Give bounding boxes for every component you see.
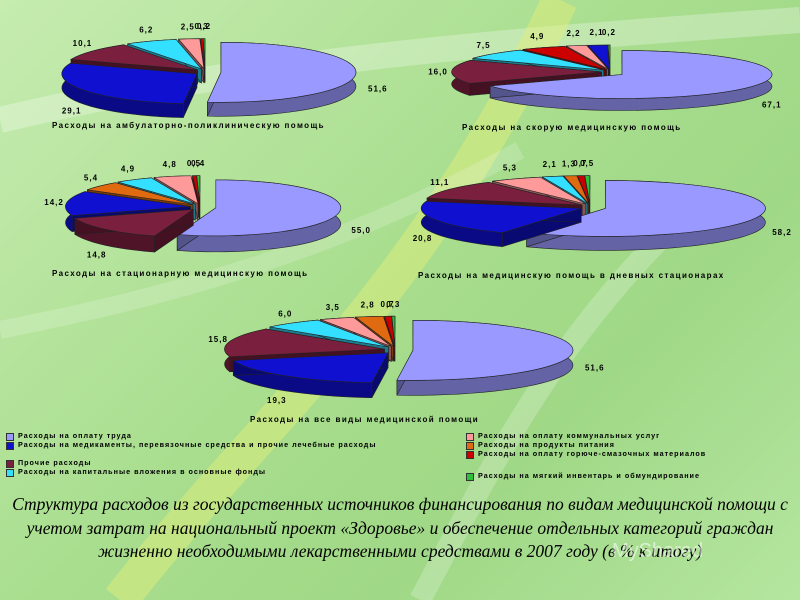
data-label: 11,1 (430, 178, 449, 187)
chart-title-outpatient: Расходы на амбулаторно-поликлиническую п… (52, 121, 325, 130)
data-label: 51,6 (585, 363, 605, 372)
data-label: 0,2 (197, 22, 211, 31)
data-label: 5,3 (503, 163, 517, 172)
pie-outpatient-svg: 51,6 29,1 10,1 6,2 2,5 0,30,2 (61, 22, 388, 118)
legend-label: Расходы на мягкий инвентарь и обмундиров… (478, 471, 700, 480)
data-label: 4,9 (121, 165, 135, 174)
data-label: 14,2 (44, 198, 64, 207)
data-label: 0,3 (386, 300, 400, 309)
data-label: 6,0 (278, 309, 292, 318)
data-label: 5,4 (84, 173, 98, 182)
legend-swatch-fuel (466, 451, 474, 459)
pie-slice-wages (396, 320, 574, 396)
data-label: 0,7 (573, 159, 587, 168)
legend: Расходы на оплату труда Расходы на медик… (6, 432, 796, 484)
pie-day-hospital-svg: 58,2 20,8 11,1 5,3 2,1 1,30,70,5 (413, 159, 792, 251)
pie-slice-other (73, 208, 195, 253)
legend-swatch-utilities (466, 433, 474, 441)
pie-chart-day-hospital: 58,2 20,8 11,1 5,3 2,1 1,3 0,7 0,5 Расходы на м… (400, 150, 800, 290)
legend-swatch-soft-inventory (466, 473, 474, 481)
data-label: 0,5 (187, 159, 201, 168)
data-label: 3,5 (326, 303, 340, 312)
legend-item-capital: Расходы на капитальные вложения в основн… (6, 468, 266, 477)
legend-item-wages: Расходы на оплату труда (6, 432, 132, 441)
data-label: 4,9 (530, 32, 544, 41)
pie-all-types-svg: 51,6 19,3 15,8 6,0 3,5 2,8 0,70,3 (208, 300, 605, 405)
legend-label: Расходы на медикаменты, перевязочные сре… (18, 440, 377, 449)
data-label: 7,5 (476, 41, 490, 50)
chart-title-day-hospital: Расходы на медицинскую помощь в дневных … (418, 271, 725, 280)
data-label: 16,0 (428, 68, 448, 77)
data-label: 2,1 (543, 160, 557, 169)
data-label: 2,8 (361, 301, 375, 310)
legend-label: Расходы на капитальные вложения в основн… (18, 467, 267, 476)
legend-label: Прочие расходы (18, 458, 92, 467)
pie-chart-outpatient: 51,6 29,1 10,1 6,2 2,5 0,3 0,2 Расходы на амбу… (0, 0, 400, 140)
data-label: 19,3 (267, 396, 287, 405)
pie-ambulance-svg: 67,1 16,0 7,5 4,9 2,2 2,10,2 (428, 28, 782, 111)
legend-swatch-capital (6, 469, 14, 477)
pie-chart-all-types: 51,6 19,3 15,8 6,0 3,5 2,8 0,7 0,3 Расходы на в… (120, 295, 680, 430)
pie-slice-medicines (420, 200, 582, 248)
legend-item-utilities: Расходы на оплату коммунальных услуг (466, 432, 660, 441)
legend-swatch-wages (6, 433, 14, 441)
chart-title-all-types: Расходы на все виды медицинской помощи (250, 415, 480, 424)
legend-item-food: Расходы на продукты питания (466, 441, 615, 450)
chart-title-inpatient: Расходы на стационарную медицинскую помо… (52, 269, 309, 278)
pie-chart-inpatient: 55,0 14,8 14,2 5,4 4,9 4,8 0,5 0,4 Расходы на с… (0, 150, 400, 290)
data-label: 0,7 (381, 300, 395, 309)
data-label: 0,4 (191, 159, 205, 168)
pie-slice-wages (526, 180, 766, 251)
pie-slice-wages (206, 41, 357, 117)
chart-title-ambulance: Расходы на скорую медицинскую помощь (462, 123, 682, 132)
data-label: 2,5 (181, 22, 195, 31)
data-label: 1,3 (562, 159, 576, 168)
data-label: 2,2 (566, 29, 580, 38)
legend-item-soft-inventory: Расходы на мягкий инвентарь и обмундиров… (466, 472, 700, 481)
legend-swatch-medicines (6, 442, 14, 450)
legend-label: Расходы на оплату труда (18, 431, 132, 440)
legend-label: Расходы на оплату коммунальных услуг (478, 431, 661, 440)
data-label: 0,5 (580, 159, 594, 168)
data-label: 2,1 (589, 28, 603, 37)
slide-caption: Структура расходов из государственных ис… (12, 494, 788, 561)
legend-item-fuel: Расходы на оплату горюче-смазочных матер… (466, 450, 766, 459)
legend-swatch-other (6, 460, 14, 468)
data-label: 6,2 (139, 25, 153, 34)
data-label: 67,1 (762, 100, 782, 109)
legend-label: Расходы на продукты питания (478, 440, 615, 449)
pie-slice-wages (489, 50, 773, 111)
data-label: 4,8 (163, 160, 177, 169)
legend-swatch-food (466, 442, 474, 450)
pie-slice-medicines (232, 352, 389, 399)
data-label: 20,8 (413, 234, 433, 243)
data-label: 10,1 (73, 39, 93, 48)
data-label: 0,2 (602, 28, 616, 37)
data-label: 55,0 (351, 226, 371, 235)
pie-slice-wages (176, 179, 342, 253)
data-label: 51,6 (368, 84, 388, 93)
watermark-logo: MyShared (612, 540, 704, 562)
pie-chart-ambulance: 67,1 16,0 7,5 4,9 2,2 2,1 0,2 Расходы на скору… (400, 0, 800, 140)
legend-item-other: Прочие расходы (6, 459, 91, 468)
data-label: 29,1 (62, 106, 82, 115)
pie-inpatient-svg: 55,0 14,8 14,2 5,4 4,9 4,8 0,50,4 (44, 159, 371, 259)
data-label: 14,8 (87, 250, 107, 259)
data-label: 58,2 (772, 228, 792, 237)
pie-slice-medicines (61, 62, 198, 118)
data-label: 0,3 (194, 22, 208, 31)
legend-item-medicines: Расходы на медикаменты, перевязочные сре… (6, 441, 456, 450)
legend-label: Расходы на оплату горюче-смазочных матер… (478, 449, 707, 458)
data-label: 15,8 (208, 335, 228, 344)
